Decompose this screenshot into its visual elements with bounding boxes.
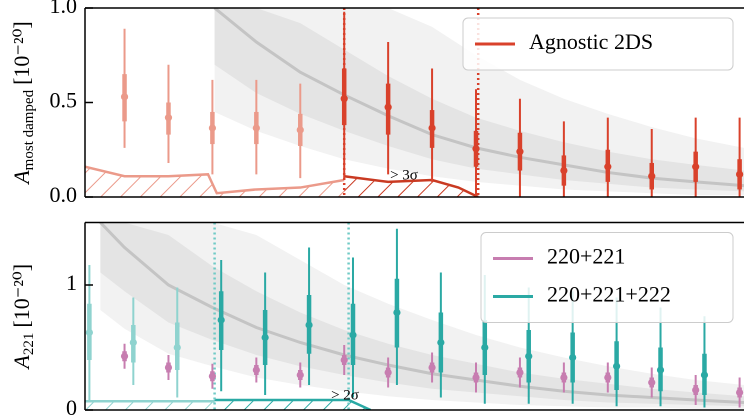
data-point	[428, 124, 436, 132]
data-point	[85, 328, 93, 337]
data-point	[164, 114, 173, 122]
data-point	[349, 331, 357, 339]
y-tick-label: 0	[66, 395, 77, 420]
data-point	[472, 145, 480, 153]
data-point	[120, 93, 129, 101]
y-label-subscript: 221	[21, 333, 37, 356]
y-label-unit: [10⁻²⁰]	[9, 264, 34, 328]
data-point	[393, 308, 401, 317]
data-point	[656, 366, 665, 374]
data-point	[164, 363, 173, 372]
data-point	[560, 166, 568, 175]
y-axis-label: A221 [10⁻²⁰]	[9, 264, 37, 371]
y-label-symbol: A	[9, 170, 34, 186]
data-point	[481, 343, 489, 352]
y-label-unit: [10⁻²⁰]	[9, 21, 34, 85]
y-tick-label: 0.0	[50, 182, 78, 207]
data-point	[736, 170, 744, 178]
hatch-edge	[214, 398, 372, 410]
y-axis-label: Amost damped [10⁻²⁰]	[9, 21, 37, 186]
data-point	[340, 356, 348, 364]
outer-band	[100, 222, 744, 409]
legend-label: Agnostic 2DS	[529, 29, 653, 54]
plot-area	[85, 222, 744, 410]
data-point	[560, 373, 568, 382]
data-point	[252, 366, 260, 374]
data-point	[569, 353, 577, 362]
data-point	[648, 172, 656, 180]
y-label-subscript: most damped	[21, 89, 37, 170]
data-point	[129, 338, 137, 347]
data-point	[612, 362, 621, 370]
data-point	[692, 386, 700, 394]
legend-box	[480, 232, 734, 323]
hatch-area	[85, 401, 215, 410]
annotation: > 2σ	[331, 387, 359, 403]
data-point	[692, 163, 700, 171]
data-point	[305, 321, 313, 329]
y-tick-label: 0.5	[50, 88, 78, 113]
legend-label: 220+221	[547, 244, 625, 269]
data-point	[296, 371, 304, 379]
data-point	[173, 343, 181, 352]
hatch-edge	[85, 165, 345, 195]
data-point	[604, 373, 612, 382]
data-point	[516, 148, 524, 156]
hatch-area	[214, 400, 371, 410]
data-point	[340, 95, 348, 103]
data-point	[217, 316, 225, 324]
y-label-symbol: A	[9, 355, 34, 371]
legend-box	[462, 17, 734, 71]
legend-label: 220+221+222	[547, 282, 671, 307]
data-point	[208, 124, 217, 132]
y-tick-label: 1	[66, 270, 77, 295]
reference-curve	[99, 222, 744, 404]
data-point	[516, 368, 524, 377]
data-point	[604, 163, 612, 171]
inner-band	[214, 8, 744, 192]
data-point	[648, 378, 656, 387]
data-point	[252, 124, 260, 132]
data-point	[120, 352, 129, 360]
annotation: > 3σ	[390, 167, 418, 183]
data-point	[208, 372, 217, 380]
data-point	[296, 126, 304, 134]
data-point	[437, 338, 445, 347]
y-tick-label: 1.0	[50, 0, 78, 18]
data-point	[384, 103, 392, 111]
data-point	[525, 352, 533, 360]
data-point	[472, 373, 480, 382]
data-point	[428, 363, 436, 372]
data-point	[384, 368, 392, 377]
plot-area	[85, 8, 744, 197]
data-point	[261, 333, 269, 342]
data-point	[700, 371, 709, 379]
data-point	[736, 388, 744, 397]
hatch-area	[85, 166, 345, 197]
